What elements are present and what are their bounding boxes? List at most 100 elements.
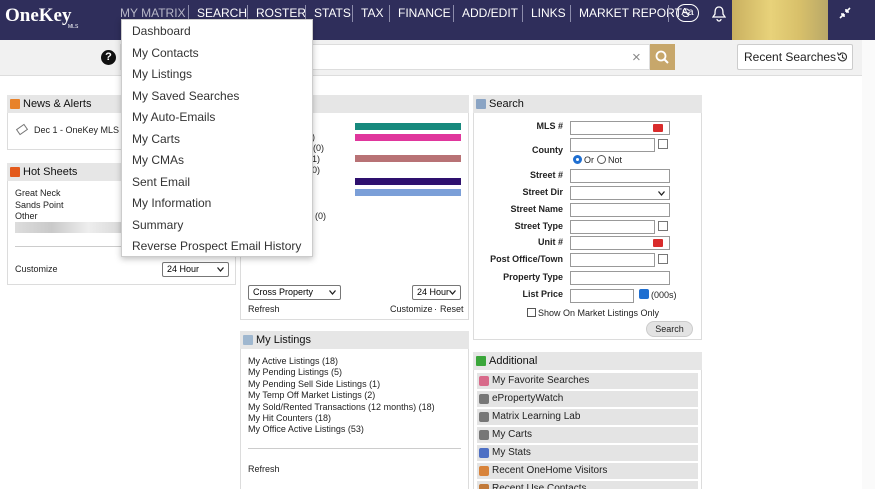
menu-item[interactable]: My Listings xyxy=(132,67,193,81)
collapse-icon[interactable] xyxy=(838,6,852,20)
additional-row[interactable] xyxy=(477,463,698,479)
additional-icon xyxy=(479,430,489,440)
listing-link[interactable]: My Temp Off Market Listings (2) xyxy=(248,390,376,401)
my-listings-panel xyxy=(240,331,469,489)
field-input[interactable] xyxy=(570,203,670,217)
scrollbar xyxy=(862,40,875,489)
watch-customize[interactable]: Customize xyxy=(390,304,433,314)
divider xyxy=(248,448,461,449)
menu-item[interactable]: Dashboard xyxy=(132,24,191,38)
watch-count[interactable]: 1) xyxy=(312,154,321,164)
on-market-checkbox[interactable] xyxy=(527,308,536,317)
radio-not-label: Not xyxy=(608,155,623,165)
price-checkbox[interactable] xyxy=(639,289,649,299)
lookup-icon[interactable] xyxy=(653,124,663,132)
field-input[interactable] xyxy=(570,236,670,250)
hot-sheet-item[interactable]: Great Neck xyxy=(15,188,61,198)
hot-sheet-item[interactable]: Sands Point xyxy=(15,199,64,210)
hot-customize[interactable]: Customize xyxy=(15,264,58,274)
picker-icon[interactable] xyxy=(658,139,668,149)
watch-count[interactable]: : (0) xyxy=(310,211,327,221)
listing-link[interactable]: My Pending Listings (5) xyxy=(248,367,343,378)
nav-separator xyxy=(668,5,669,22)
menu-item[interactable]: My Contacts xyxy=(132,45,199,60)
menu-item[interactable]: My Saved Searches xyxy=(132,88,240,103)
additional-link[interactable]: ePropertyWatch xyxy=(492,393,564,404)
watch-count[interactable]: (0) xyxy=(313,143,324,153)
additional-row[interactable] xyxy=(477,445,698,461)
nav-separator xyxy=(305,5,306,22)
news-item[interactable]: Dec 1 - OneKey MLS I xyxy=(34,125,125,135)
field-input[interactable] xyxy=(570,121,670,135)
additional-link[interactable]: Matrix Learning Lab xyxy=(492,411,581,422)
news-panel-icon xyxy=(10,99,20,109)
news-panel-title: News & Alerts xyxy=(23,98,92,110)
menu-item[interactable]: Summary xyxy=(132,217,184,232)
additional-link[interactable]: Recent Use Contacts xyxy=(492,483,587,489)
field-input[interactable] xyxy=(570,253,655,267)
listing-link[interactable]: My Office Active Listings (53) xyxy=(248,424,364,435)
bell-icon[interactable] xyxy=(711,6,727,22)
watch-period-select[interactable]: 24 Hour xyxy=(412,285,461,300)
listing-link[interactable]: My Sold/Rented Transactions (12 months) … xyxy=(248,401,435,412)
field-input[interactable] xyxy=(570,271,670,285)
additional-row[interactable] xyxy=(477,427,698,443)
field-input[interactable] xyxy=(570,169,670,183)
additional-row[interactable] xyxy=(477,409,698,425)
additional-row[interactable] xyxy=(477,373,698,389)
menu-item[interactable]: My Information xyxy=(132,196,212,210)
field-label: Street Type xyxy=(514,221,563,231)
listing-link[interactable]: My Active Listings (18) xyxy=(248,356,339,366)
search-submit[interactable]: Search xyxy=(646,321,693,337)
on-market-label: Show On Market Listings Only xyxy=(538,308,660,318)
menu-item[interactable]: Reverse Prospect Email History xyxy=(132,239,302,253)
clear-button[interactable]: × xyxy=(632,49,641,66)
lookup-icon[interactable] xyxy=(653,239,663,247)
nav-item[interactable]: ROSTER xyxy=(256,6,307,20)
watch-refresh[interactable]: Refresh xyxy=(248,304,280,314)
additional-link[interactable]: Recent OneHome Visitors xyxy=(492,465,608,476)
radio-or[interactable] xyxy=(573,155,582,164)
menu-item[interactable]: My Auto-Emails xyxy=(132,110,216,124)
divider xyxy=(15,246,225,247)
listing-link[interactable]: My Hit Counters (18) xyxy=(248,413,332,423)
hot-sheets-panel-title: Hot Sheets xyxy=(23,166,78,178)
additional-row[interactable] xyxy=(477,391,698,407)
field-label: List Price xyxy=(522,289,563,299)
watch-count[interactable]: 0) xyxy=(312,165,321,175)
search-button[interactable] xyxy=(650,44,675,70)
listing-link[interactable]: My Pending Sell Side Listings (1) xyxy=(248,378,381,389)
nav-item[interactable]: FINANCE xyxy=(398,6,451,20)
menu-item[interactable]: My CMAs xyxy=(132,153,184,167)
watch-filter-select[interactable]: Cross Property xyxy=(248,285,341,300)
nav-item[interactable]: TAX xyxy=(361,6,384,20)
watch-count[interactable]: ) xyxy=(312,132,315,142)
additional-link[interactable]: My Stats xyxy=(492,447,531,458)
watch-reset[interactable]: Reset xyxy=(440,304,464,314)
user-avatar[interactable] xyxy=(732,0,828,40)
additional-link[interactable]: My Carts xyxy=(492,429,532,440)
additional-row[interactable] xyxy=(477,481,698,489)
nav-item[interactable]: ADD/EDIT xyxy=(462,6,519,20)
menu-item[interactable]: Sent Email xyxy=(132,174,191,189)
field-input[interactable] xyxy=(570,220,655,234)
help-icon[interactable]: ? xyxy=(101,50,116,65)
font-button[interactable]: Aa xyxy=(676,4,699,22)
nav-item[interactable]: LINKS xyxy=(531,6,566,20)
picker-icon[interactable] xyxy=(658,254,668,264)
menu-item[interactable]: My Carts xyxy=(132,131,180,146)
radio-not[interactable] xyxy=(597,155,606,164)
field-input[interactable] xyxy=(570,289,634,303)
nav-item[interactable]: SEARCH xyxy=(197,6,248,20)
additional-link[interactable]: My Favorite Searches xyxy=(492,375,590,386)
hot-sheet-item[interactable]: Other xyxy=(15,211,38,221)
listings-refresh[interactable]: Refresh xyxy=(248,464,280,474)
nav-item[interactable]: MY MATRIX xyxy=(120,6,186,20)
field-input[interactable] xyxy=(570,138,655,152)
picker-icon[interactable] xyxy=(658,221,668,231)
field-select[interactable] xyxy=(570,186,670,200)
nav-item[interactable]: STATS xyxy=(314,6,351,20)
nav-item[interactable]: MARKET REPORTS xyxy=(579,6,690,20)
hot-period-select[interactable]: 24 Hour xyxy=(162,262,229,277)
recent-searches-button[interactable]: Recent Searches xyxy=(737,44,853,70)
